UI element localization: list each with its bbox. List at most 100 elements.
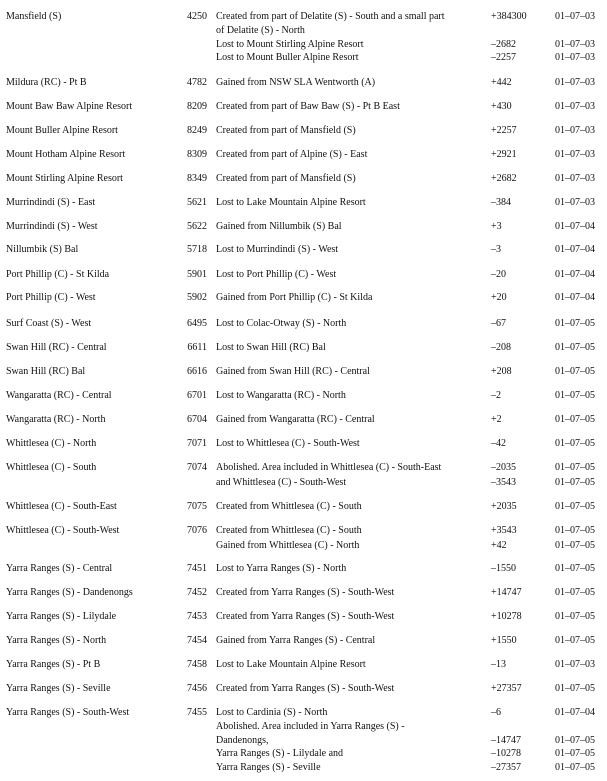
sla-code: 5622 (187, 221, 207, 232)
sla-code: 6701 (187, 390, 207, 401)
change-line: Created from part of Delatite (S) - Sout… (0, 11, 607, 24)
population-change: +2921 (491, 149, 517, 160)
change-date: 01–07–03 (555, 52, 595, 64)
change-line: Lost to Colac-Otway (S) - North –67 01–07–… (0, 318, 607, 331)
change-date: 01–07–05 (555, 587, 595, 598)
change-description: Lost to Lake Mountain Alpine Resort (216, 659, 366, 670)
change-line: Dandenongs, –14747 01–07–05 (0, 735, 607, 748)
population-change: –42 (491, 438, 506, 449)
sla-name: Nillumbik (S) Bal (6, 244, 79, 255)
sla-code: 8349 (187, 173, 207, 184)
sla-code: 6611 (187, 342, 207, 353)
change-description: Yarra Ranges (S) - Seville (216, 762, 321, 774)
sla-code: 7074 (187, 462, 207, 473)
change-line: Abolished. Area included in Yarra Ranges… (0, 721, 607, 734)
change-line: Lost to Port Phillip (C) - West –20 01–07–… (0, 269, 607, 282)
sla-code: 5901 (187, 269, 207, 280)
population-change: –20 (491, 269, 506, 280)
sla-code: 7454 (187, 635, 207, 646)
population-change: +1550 (491, 635, 517, 646)
change-line: Lost to Cardinia (S) - North –6 01–07–04 (0, 707, 607, 720)
population-change: +208 (491, 366, 512, 377)
population-change: –1550 (491, 563, 516, 574)
sla-code: 8209 (187, 101, 207, 112)
change-date: 01–07–03 (555, 659, 595, 670)
population-change: +384300 (491, 11, 527, 22)
population-change: +442 (491, 77, 512, 88)
sla-code: 4250 (187, 11, 207, 22)
sla-name: Mount Baw Baw Alpine Resort (6, 101, 133, 112)
sla-name: Yarra Ranges (S) - Seville (6, 683, 111, 694)
change-line: of Delatite (S) - North (0, 25, 607, 38)
sla-name: Whittlesea (C) - South-West (6, 525, 120, 536)
change-description: Abolished. Area included in Whittlesea (… (216, 462, 442, 473)
change-date: 01–07–05 (555, 414, 595, 425)
population-change: +2 (491, 414, 502, 425)
change-line: Lost to Lake Mountain Alpine Resort –384 0… (0, 197, 607, 210)
change-line: Created from part of Mansfield (S) +2257 0… (0, 125, 607, 138)
change-description: Yarra Ranges (S) - Lilydale and (216, 748, 344, 760)
change-line: and Whittlesea (C) - South-West –3543 01–0… (0, 477, 607, 490)
change-description: of Delatite (S) - North (216, 24, 305, 36)
sla-code: 5902 (187, 292, 207, 303)
sla-name: Whittlesea (C) - South (6, 462, 97, 473)
sla-name: Mount Stirling Alpine Resort (6, 173, 123, 184)
sla-name: Swan Hill (RC) Bal (6, 366, 86, 377)
change-date: 01–07–05 (555, 462, 595, 473)
sla-name: Murrindindi (S) - West (6, 221, 98, 232)
change-description: Created from part of Delatite (S) - Sout… (216, 11, 445, 22)
change-line: Gained from Port Phillip (C) - St Kilda +… (0, 292, 607, 305)
change-description: Dandenongs, (216, 734, 269, 746)
change-line: Created from part of Baw Baw (S) - Pt B … (0, 101, 607, 114)
change-description: Abolished. Area included in Yarra Ranges… (216, 720, 405, 732)
population-change: –67 (491, 318, 506, 329)
change-date: 01–07–05 (555, 635, 595, 646)
change-date: 01–07–05 (555, 762, 595, 774)
sla-code: 7458 (187, 659, 207, 670)
sla-code: 7453 (187, 611, 207, 622)
change-date: 01–07–05 (555, 438, 595, 449)
change-description: Lost to Wangaratta (RC) - North (216, 390, 346, 401)
sla-code: 6704 (187, 414, 207, 425)
sla-code: 7455 (187, 707, 207, 718)
sla-name: Yarra Ranges (S) - North (6, 635, 107, 646)
change-line: Created from part of Mansfield (S) +2682 0… (0, 173, 607, 186)
change-line: Lost to Yarra Ranges (S) - North –1550 01–… (0, 563, 607, 576)
change-date: 01–07–05 (555, 318, 595, 329)
change-line: Gained from Yarra Ranges (S) - Central +1… (0, 635, 607, 648)
sla-name: Port Phillip (C) - St Kilda (6, 269, 110, 280)
population-change: –208 (491, 342, 511, 353)
population-change: +3 (491, 221, 502, 232)
change-line: Lost to Wangaratta (RC) - North –2 01–07–0… (0, 390, 607, 403)
change-date: 01–07–03 (555, 77, 595, 88)
sla-code: 7451 (187, 563, 207, 574)
sla-name: Yarra Ranges (S) - Lilydale (6, 611, 117, 622)
population-change: –27357 (491, 762, 521, 774)
population-change: –13 (491, 659, 506, 670)
population-change: –3543 (491, 476, 516, 488)
sla-name: Wangaratta (RC) - North (6, 414, 106, 425)
sla-code: 8249 (187, 125, 207, 136)
change-line: Lost to Whittlesea (C) - South-West –42 01… (0, 438, 607, 451)
change-description: and Whittlesea (C) - South-West (216, 476, 347, 488)
change-line: Created from Yarra Ranges (S) - South-We… (0, 587, 607, 600)
change-line: Abolished. Area included in Whittlesea (… (0, 462, 607, 475)
sla-code: 7452 (187, 587, 207, 598)
change-line: Created from Whittlesea (C) - South +3543… (0, 525, 607, 538)
sla-code: 7456 (187, 683, 207, 694)
change-date: 01–07–05 (555, 683, 595, 694)
population-change: –2682 (491, 38, 516, 50)
change-description: Gained from Whittlesea (C) - North (216, 539, 360, 551)
change-date: 01–07–05 (555, 476, 595, 488)
change-description: Lost to Yarra Ranges (S) - North (216, 563, 347, 574)
change-description: Lost to Cardinia (S) - North (216, 707, 328, 718)
change-description: Created from part of Mansfield (S) (216, 173, 356, 184)
population-change: +2035 (491, 501, 517, 512)
change-description: Created from Yarra Ranges (S) - South-We… (216, 611, 395, 622)
change-line: Yarra Ranges (S) - Seville –27357 01–07–05 (0, 762, 607, 775)
sla-name: Surf Coast (S) - West (6, 318, 92, 329)
change-date: 01–07–04 (555, 269, 595, 280)
change-description: Lost to Whittlesea (C) - South-West (216, 438, 360, 449)
change-line: Yarra Ranges (S) - Lilydale and –10278 01–… (0, 748, 607, 761)
change-date: 01–07–03 (555, 173, 595, 184)
